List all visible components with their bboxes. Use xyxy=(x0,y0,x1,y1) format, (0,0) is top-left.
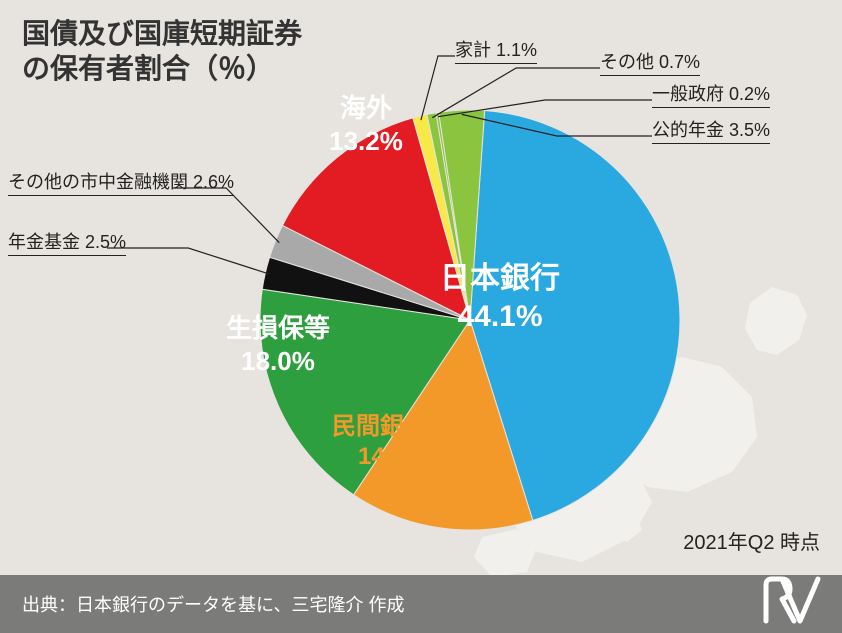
slice-label: 生損保等18.0% xyxy=(208,312,348,377)
slice-label: 海外13.2% xyxy=(296,92,436,157)
callout-label: 家計 1.1% xyxy=(455,36,537,64)
footer: 出典：日本銀行のデータを基に、三宅隆介 作成 xyxy=(0,575,842,633)
slice-label: 民間銀行等14.2% xyxy=(322,412,462,472)
callout-label: 一般政府 0.2% xyxy=(652,80,770,108)
slice-label: 日本銀行44.1% xyxy=(430,260,570,335)
pie-chart: 日本銀行44.1% 民間銀行等14.2% 生損保等18.0% 年金基金 2.5% その他… xyxy=(0,0,842,575)
callout-label: 公的年金 3.5% xyxy=(652,116,770,144)
timepoint-label: 2021年Q2 時点 xyxy=(683,526,820,555)
callout-label: その他の市中金融機関 2.6% xyxy=(8,168,234,196)
leader-line xyxy=(107,248,269,274)
callout-label: 年金基金 2.5% xyxy=(8,228,126,256)
author-logo xyxy=(760,575,824,625)
source-text: 出典：日本銀行のデータを基に、三宅隆介 作成 xyxy=(22,591,404,617)
callout-label: その他 0.7% xyxy=(600,48,700,76)
